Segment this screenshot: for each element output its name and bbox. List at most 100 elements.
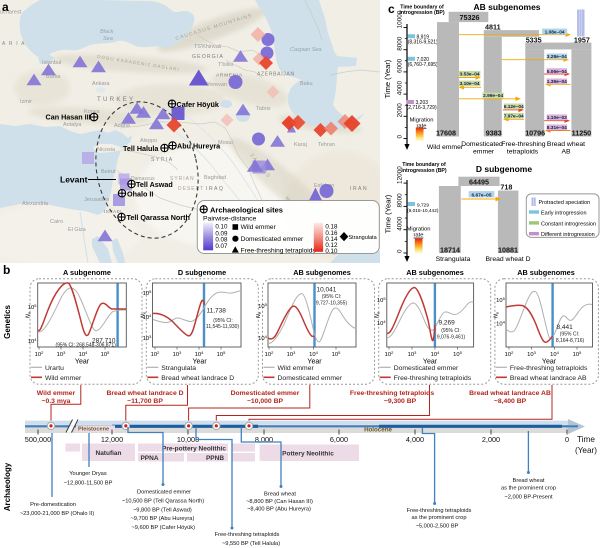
svg-text:as the prominent crop: as the prominent crop — [501, 485, 556, 491]
svg-text:Wild emmer: Wild emmer — [45, 375, 82, 382]
svg-text:2000: 2000 — [397, 103, 404, 118]
svg-text:10881: 10881 — [498, 245, 518, 254]
svg-text:4811: 4811 — [485, 22, 501, 31]
svg-text:0.07: 0.07 — [215, 243, 228, 250]
svg-text:7.97e–04: 7.97e–04 — [504, 114, 524, 120]
svg-text:9,269: 9,269 — [439, 319, 456, 326]
svg-text:104: 104 — [143, 313, 152, 321]
svg-text:1.39e–04: 1.39e–04 — [547, 79, 567, 85]
svg-text:Time: Time — [577, 435, 595, 444]
svg-text:~8,400 BP: ~8,400 BP — [494, 398, 527, 405]
svg-text:Year: Year — [307, 359, 322, 366]
svg-text:12000: 12000 — [397, 166, 404, 184]
svg-text:103: 103 — [527, 350, 536, 358]
svg-text:~0.3 mya: ~0.3 mya — [42, 398, 71, 405]
svg-text:ARMENIA: ARMENIA — [216, 73, 243, 79]
svg-text:102: 102 — [265, 350, 274, 358]
svg-text:(95% CI:: (95% CI: — [322, 294, 341, 300]
svg-text:Year: Year — [193, 359, 208, 366]
svg-text:0: 0 — [565, 435, 569, 444]
svg-text:8,000: 8,000 — [255, 435, 273, 444]
svg-text:SYRIAN: SYRIAN — [170, 176, 195, 182]
svg-text:8000: 8000 — [397, 193, 404, 208]
svg-text:Sea: Sea — [103, 36, 113, 42]
svg-text:Levant: Levant — [60, 175, 88, 185]
svg-text:~9,300 BP: ~9,300 BP — [384, 398, 417, 405]
svg-text:Pre-pottery Neolithic: Pre-pottery Neolithic — [162, 445, 226, 452]
svg-text:Migration: Migration — [410, 117, 434, 123]
svg-text:Tabriz: Tabriz — [256, 106, 271, 112]
svg-text:Ohalo II: Ohalo II — [127, 190, 153, 199]
svg-text:Year: Year — [75, 359, 90, 366]
svg-text:A subgenome: A subgenome — [63, 268, 111, 277]
svg-text:10,000: 10,000 — [177, 435, 199, 444]
svg-text:ucharest: ucharest — [0, 10, 22, 16]
svg-text:T'bilisi: T'bilisi — [218, 62, 233, 68]
svg-text:Pairwise-distance: Pairwise-distance — [203, 215, 256, 222]
svg-text:Caspian Sea: Caspian Sea — [290, 47, 322, 53]
svg-text:~8,800 BP (Can Hasan III): ~8,800 BP (Can Hasan III) — [246, 499, 313, 505]
svg-text:Bread wheat landrace AB: Bread wheat landrace AB — [469, 390, 551, 397]
svg-text:102: 102 — [35, 350, 44, 358]
svg-text:Ne: Ne — [26, 311, 32, 318]
svg-text:TS'Khinvali: TS'Khinvali — [194, 44, 221, 50]
svg-text:Strangulata: Strangulata — [436, 256, 471, 263]
svg-text:Yerevan: Yerevan — [207, 82, 227, 88]
svg-text:0.14: 0.14 — [325, 236, 338, 243]
svg-text:Damascus: Damascus — [131, 176, 155, 182]
svg-text:AB subgenomes: AB subgenomes — [293, 268, 351, 277]
svg-text:El Giza: El Giza — [68, 227, 87, 233]
svg-text:D subgenome: D subgenome — [476, 164, 532, 174]
svg-text:~12,800-11,500 BP: ~12,800-11,500 BP — [64, 480, 113, 486]
svg-text:TURKEY: TURKEY — [97, 96, 135, 103]
svg-text:Bread wheat landrace D: Bread wheat landrace D — [106, 390, 183, 397]
svg-text:~9,700 BP (Abu Hureyra): ~9,700 BP (Abu Hureyra) — [130, 516, 194, 522]
svg-text:AB subgenomes: AB subgenomes — [473, 2, 540, 12]
svg-text:Tell Halula: Tell Halula — [123, 144, 159, 153]
svg-text:11,738: 11,738 — [207, 308, 227, 315]
svg-text:Ne: Ne — [141, 311, 147, 318]
svg-text:103: 103 — [173, 350, 182, 358]
svg-text:Time (Year): Time (Year) — [384, 194, 393, 233]
svg-text:105: 105 — [496, 296, 505, 304]
svg-text:Domesticated emmer: Domesticated emmer — [394, 365, 459, 372]
svg-text:SYRIA: SYRIA — [151, 157, 174, 163]
svg-text:104: 104 — [309, 350, 318, 358]
svg-text:102: 102 — [505, 350, 514, 358]
svg-text:Tehran: Tehran — [318, 142, 335, 148]
svg-text:104: 104 — [79, 350, 88, 358]
svg-text:DESERT: DESERT — [178, 186, 204, 192]
svg-text:rate: rate — [414, 233, 424, 239]
svg-text:(95% CI:: (95% CI: — [441, 328, 460, 334]
svg-text:105: 105 — [258, 302, 267, 310]
svg-text:Free-threshing tetraploids: Free-threshing tetraploids — [510, 365, 588, 372]
svg-text:Free-threshing tetraploids: Free-threshing tetraploids — [350, 390, 434, 397]
svg-text:Bread wheat: Bread wheat — [264, 491, 296, 497]
svg-text:PPNA: PPNA — [140, 455, 158, 462]
svg-text:(2,716-3,729): (2,716-3,729) — [407, 105, 437, 111]
svg-text:4,000: 4,000 — [406, 435, 424, 444]
svg-text:3.10e–04: 3.10e–04 — [460, 81, 480, 87]
svg-text:Alexandria: Alexandria — [22, 201, 49, 207]
svg-text:9,727-10,355): 9,727-10,355) — [316, 301, 347, 307]
svg-text:Time (Year): Time (Year) — [383, 59, 392, 98]
svg-text:(9,015-10,442): (9,015-10,442) — [407, 208, 439, 214]
svg-text:104: 104 — [550, 350, 559, 358]
svg-text:18714: 18714 — [440, 245, 460, 254]
svg-text:105: 105 — [143, 289, 152, 297]
svg-text:Bread wheat landrace D: Bread wheat landrace D — [161, 375, 234, 382]
svg-text:105: 105 — [573, 350, 582, 358]
svg-text:Domesticated emmer: Domesticated emmer — [241, 236, 304, 243]
svg-text:103: 103 — [287, 350, 296, 358]
svg-text:6,000: 6,000 — [330, 435, 348, 444]
svg-text:Free-threshing: Free-threshing — [501, 141, 545, 148]
svg-text:Karaj: Karaj — [294, 142, 307, 148]
svg-text:Time boundary of: Time boundary of — [402, 162, 446, 168]
svg-text:5.06e–04: 5.06e–04 — [547, 69, 567, 75]
svg-text:Constant introgression: Constant introgression — [541, 221, 596, 227]
svg-text:Istanbul: Istanbul — [42, 60, 61, 66]
svg-text:3.53e–04: 3.53e–04 — [460, 72, 480, 78]
svg-text:9,076-9,461): 9,076-9,461) — [437, 335, 466, 341]
svg-text:10000: 10000 — [397, 10, 404, 28]
svg-text:102: 102 — [385, 350, 394, 358]
